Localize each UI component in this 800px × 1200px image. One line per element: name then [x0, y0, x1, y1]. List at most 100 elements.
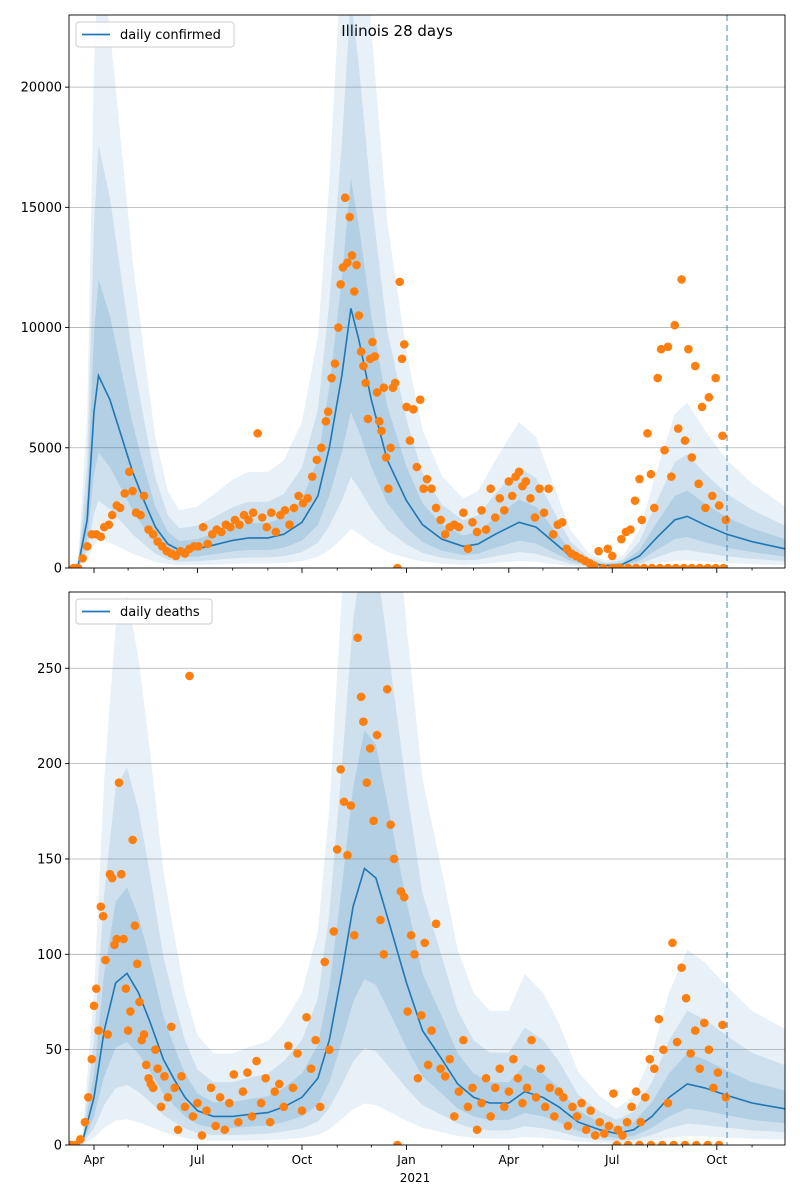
data-point — [197, 1131, 207, 1140]
data-point — [690, 1026, 700, 1035]
data-point — [148, 530, 158, 539]
data-point — [431, 919, 441, 929]
data-point — [84, 1093, 93, 1102]
y-tick-label: 100 — [37, 948, 62, 963]
data-point — [120, 489, 129, 498]
data-point — [613, 1125, 623, 1135]
data-point — [135, 997, 144, 1007]
data-point — [389, 854, 399, 864]
data-point — [581, 1125, 591, 1135]
data-point — [423, 1060, 433, 1070]
data-point — [253, 429, 262, 438]
legend-box — [75, 21, 235, 48]
data-point — [312, 455, 322, 465]
data-point — [336, 279, 345, 289]
data-point — [345, 212, 355, 222]
data-point — [128, 835, 137, 845]
data-point — [271, 527, 281, 537]
data-point — [609, 1089, 618, 1098]
data-point — [153, 1064, 162, 1074]
data-point — [668, 938, 677, 948]
data-point — [545, 1083, 555, 1093]
figure-title: Illinois 28 days — [341, 22, 453, 40]
data-point — [653, 373, 663, 383]
data-point — [248, 508, 258, 517]
x-tick-label: Oct — [292, 1153, 313, 1167]
data-point — [612, 1140, 622, 1145]
data-point — [359, 361, 368, 371]
data-point — [352, 260, 361, 270]
data-point — [409, 405, 418, 414]
data-point — [405, 436, 415, 445]
data-point — [539, 508, 549, 517]
data-point — [376, 915, 385, 925]
data-point — [327, 373, 336, 383]
data-point — [198, 522, 208, 532]
data-point — [490, 1083, 500, 1093]
data-point — [206, 1083, 216, 1093]
data-point — [235, 520, 244, 530]
data-point — [477, 1098, 486, 1108]
data-point — [468, 1083, 477, 1093]
data-point — [163, 1093, 173, 1102]
y-tick-label: 0 — [54, 562, 62, 577]
data-point — [315, 1102, 325, 1112]
data-point — [381, 453, 391, 462]
data-point — [334, 323, 343, 332]
data-point — [563, 1121, 573, 1131]
data-point — [104, 520, 114, 530]
data-point — [707, 491, 717, 501]
data-point — [548, 530, 558, 539]
data-point — [126, 1007, 135, 1016]
data-point — [604, 1121, 614, 1131]
data-point — [224, 1098, 234, 1108]
data-point — [631, 1087, 641, 1096]
data-point — [504, 1087, 514, 1096]
data-point — [395, 277, 405, 287]
y-tick-label: 150 — [37, 852, 62, 867]
data-point — [160, 1072, 169, 1081]
data-point — [589, 561, 599, 568]
data-point — [349, 930, 359, 940]
data-point — [177, 1072, 186, 1081]
data-point — [419, 484, 428, 493]
data-point — [655, 563, 665, 568]
data-point — [680, 1140, 690, 1145]
data-point — [384, 484, 393, 493]
data-point — [123, 1026, 133, 1035]
data-point — [709, 1083, 718, 1093]
data-point — [568, 1102, 577, 1112]
data-point — [284, 1041, 293, 1051]
data-point — [486, 484, 495, 493]
data-point — [372, 730, 382, 740]
data-point — [481, 525, 491, 534]
data-point — [372, 388, 382, 397]
data-point — [436, 515, 445, 525]
data-point — [663, 342, 673, 352]
data-point — [274, 1079, 284, 1089]
data-point — [124, 467, 134, 477]
data-point — [234, 1117, 243, 1127]
legend-label: daily confirmed — [120, 28, 221, 43]
data-point — [311, 1035, 320, 1045]
data-point — [630, 496, 640, 505]
data-point — [89, 1001, 99, 1011]
data-point — [673, 424, 683, 433]
data-point — [526, 493, 535, 503]
data-point — [379, 950, 389, 959]
data-point — [188, 1112, 198, 1121]
data-point — [635, 1140, 644, 1145]
data-point — [692, 1140, 701, 1145]
data-point — [76, 1134, 85, 1144]
data-point — [393, 563, 402, 568]
data-point — [87, 1054, 97, 1064]
data-point — [94, 1026, 103, 1035]
data-point — [646, 1140, 656, 1145]
data-point — [544, 484, 553, 493]
data-point — [293, 1049, 302, 1058]
x-tick-label: Oct — [706, 1153, 727, 1167]
chart-deaths: 0 50 100 150 200 250 Apr Jul Oct Jan Apr Jul Oct dail… — [37, 591, 786, 1167]
data-point — [247, 1112, 257, 1121]
data-point — [203, 539, 212, 549]
